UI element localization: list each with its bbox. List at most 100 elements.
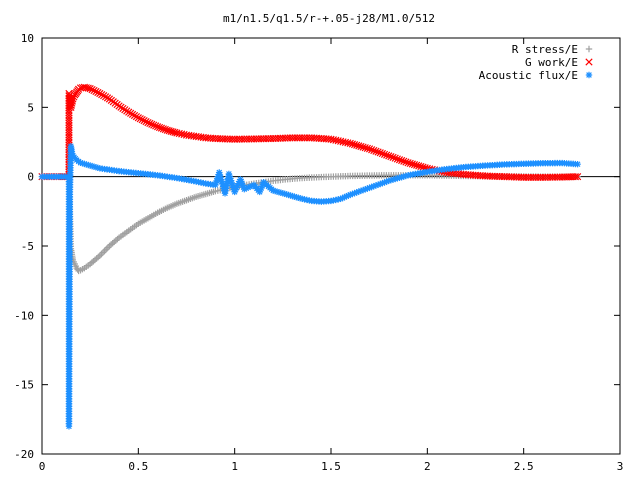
data-point xyxy=(347,191,354,198)
data-point xyxy=(140,117,148,125)
data-point xyxy=(101,247,108,255)
data-point xyxy=(396,174,403,181)
legend-label: G work/E xyxy=(525,56,578,69)
data-point xyxy=(256,188,263,196)
data-point xyxy=(159,125,168,133)
data-point xyxy=(235,180,242,187)
data-point xyxy=(357,187,365,195)
plot-axes xyxy=(41,37,621,455)
data-point xyxy=(355,142,363,150)
y-tick-label: -5 xyxy=(21,240,34,253)
data-point xyxy=(231,188,238,196)
legend-marker-glyph xyxy=(585,71,593,79)
data-point xyxy=(214,175,221,182)
data-point xyxy=(378,149,387,158)
data-point xyxy=(258,182,266,190)
data-point xyxy=(392,175,399,183)
series-2 xyxy=(38,142,581,430)
data-point xyxy=(355,188,363,195)
data-point xyxy=(383,178,390,185)
data-point xyxy=(408,160,416,168)
axis-ticks: 0 0.5 1 1.5 2 2.5 3 10 5 0 -5 -10 -15 -20 xyxy=(14,32,623,473)
data-point xyxy=(150,121,158,129)
data-point xyxy=(88,85,96,94)
data-point xyxy=(383,151,391,159)
data-point xyxy=(348,140,357,148)
data-point xyxy=(376,149,384,157)
data-point xyxy=(345,192,352,199)
data-point xyxy=(379,179,386,187)
data-point xyxy=(387,177,395,184)
legend-marker xyxy=(585,58,593,66)
data-point xyxy=(349,190,356,198)
data-point xyxy=(227,177,235,184)
data-point xyxy=(228,179,235,187)
data-point xyxy=(393,155,401,163)
data-point xyxy=(370,183,378,190)
data-point xyxy=(216,169,223,176)
data-point xyxy=(240,184,247,191)
legend-marker xyxy=(585,45,593,53)
y-tick-label: -20 xyxy=(14,448,34,461)
data-point xyxy=(571,173,580,181)
data-point xyxy=(400,173,407,180)
data-point xyxy=(68,97,76,105)
data-point xyxy=(226,172,233,180)
data-point xyxy=(217,173,224,181)
data-point xyxy=(394,175,401,182)
data-point xyxy=(359,143,367,151)
data-point xyxy=(402,158,410,166)
data-point xyxy=(343,193,350,200)
data-point xyxy=(153,123,162,131)
data-point xyxy=(134,114,142,122)
x-tick-label: 1 xyxy=(231,460,238,473)
x-tick-label: 0 xyxy=(39,460,46,473)
data-point xyxy=(233,184,240,191)
data-point xyxy=(217,176,225,183)
data-point xyxy=(400,157,408,165)
data-point xyxy=(216,171,224,179)
data-point xyxy=(417,162,425,171)
data-point xyxy=(84,84,92,92)
data-point xyxy=(142,117,150,126)
data-point xyxy=(243,185,250,192)
legend-marker-glyph xyxy=(585,58,593,66)
data-point xyxy=(339,194,346,202)
chart-title: m1/n1.5/q1.5/r-+.05-j28/M1.0/512 xyxy=(223,12,435,25)
x-tick-label: 1.5 xyxy=(321,460,341,473)
data-point xyxy=(387,153,395,161)
data-point xyxy=(157,124,166,132)
data-point xyxy=(344,139,352,147)
data-point xyxy=(69,95,77,103)
data-point xyxy=(68,99,76,107)
data-point xyxy=(368,183,375,191)
data-point xyxy=(380,150,389,158)
data-point xyxy=(404,159,412,167)
y-tick-label: -10 xyxy=(14,309,34,322)
data-point xyxy=(230,184,237,191)
y-tick-label: 0 xyxy=(27,171,34,184)
x-tick-label: 0.5 xyxy=(128,460,148,473)
data-point xyxy=(237,176,244,183)
data-point xyxy=(144,118,152,127)
data-point xyxy=(227,175,234,182)
data-point xyxy=(395,156,404,164)
data-point xyxy=(229,181,236,189)
data-point xyxy=(241,185,248,193)
data-point xyxy=(67,101,76,109)
y-tick-label: -15 xyxy=(14,379,34,392)
data-point xyxy=(351,189,358,197)
data-point xyxy=(146,119,154,128)
data-point xyxy=(357,142,365,151)
data-point xyxy=(362,186,369,193)
data-point xyxy=(415,162,423,170)
x-tick-label: 2 xyxy=(424,460,431,473)
series-0 xyxy=(38,172,581,275)
legend-marker-glyph xyxy=(585,45,593,53)
data-point xyxy=(248,182,256,190)
data-point xyxy=(346,139,354,148)
data-point xyxy=(171,128,179,137)
data-point xyxy=(398,173,405,181)
data-point xyxy=(359,186,367,194)
